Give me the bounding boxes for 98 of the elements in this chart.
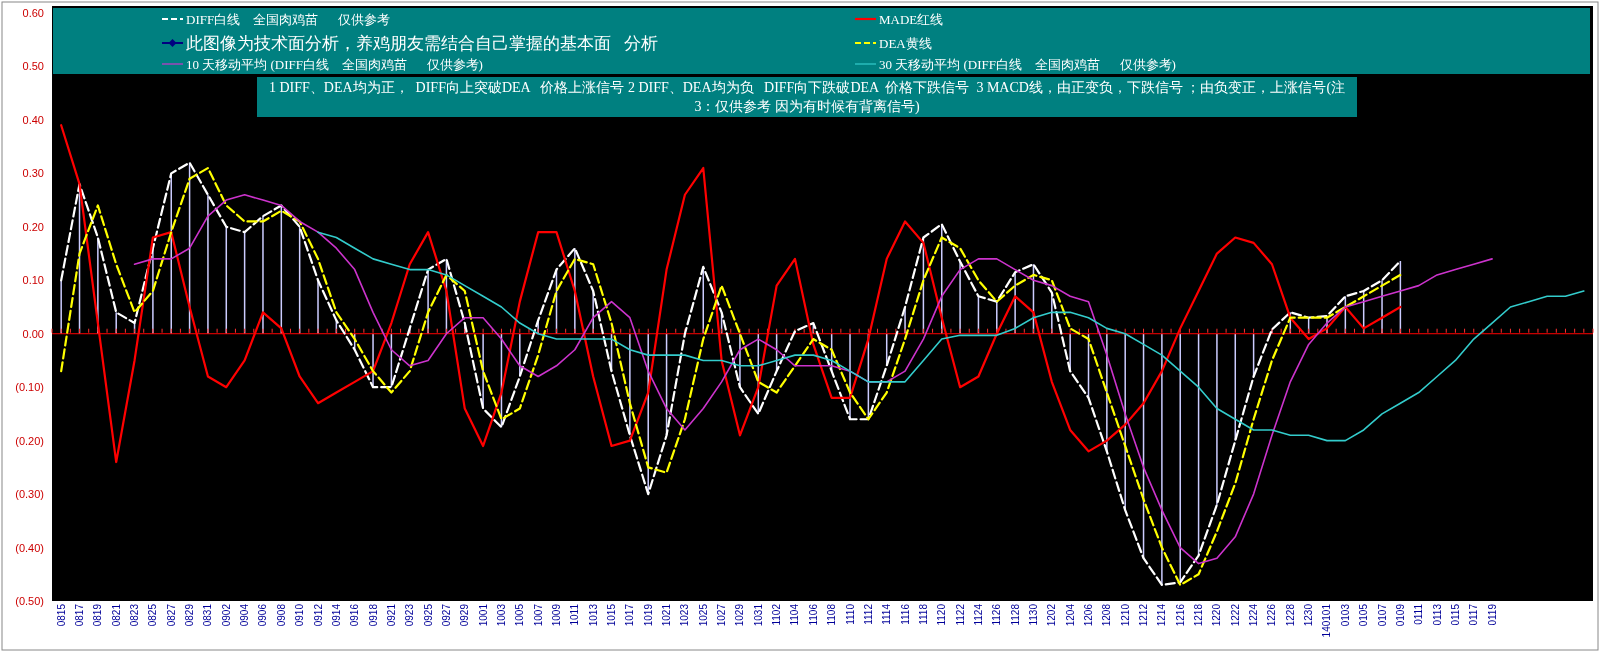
x-tick-label: 1023 — [679, 603, 691, 627]
legend-label: 30 天移动平均 (DIFF白线 全国肉鸡苗 仅供参考) — [879, 56, 1176, 72]
x-tick-label: 1224 — [1248, 603, 1260, 627]
x-tick-label: 1230 — [1303, 603, 1315, 627]
x-tick-label: 1126 — [991, 603, 1003, 626]
x-tick-label: 1228 — [1284, 603, 1296, 627]
x-tick-label: 1009 — [550, 603, 562, 627]
x-tick-label: 0103 — [1339, 603, 1351, 627]
y-tick-label: 0.50 — [22, 60, 44, 73]
x-tick-label: 1102 — [771, 603, 783, 626]
y-tick-label: (0.10) — [15, 381, 44, 394]
x-tick-label: 1104 — [789, 603, 801, 626]
x-tick-label: 0107 — [1376, 603, 1388, 627]
x-tick-label: 0929 — [459, 603, 471, 627]
x-tick-label: 1210 — [1119, 603, 1131, 627]
y-tick-label: (0.50) — [15, 595, 44, 607]
x-tick-label: 1108 — [826, 603, 838, 626]
y-tick-label: 0.30 — [22, 167, 44, 180]
x-tick-label: 0906 — [257, 603, 269, 627]
x-tick-label: 0815 — [55, 603, 67, 627]
x-tick-label: 1212 — [1138, 603, 1150, 627]
x-tick-label: 0831 — [202, 603, 214, 627]
x-tick-label: 0119 — [1486, 603, 1498, 626]
legend-label: DEA黄线 — [879, 35, 932, 51]
y-tick-label: (0.30) — [15, 488, 44, 501]
annotation: 1 DIFF、DEA均为正， DIFF向上突破DEA 价格上涨信号 2 DIFF、DEA均为负 DIFF向下跌破DEA 价格下跌信号 3 MACD线，由正变负，下跌信号 ；由负变正，上涨信号(注3：仅供参考 因为有时候有背离信号) — [257, 77, 1357, 117]
y-tick-label: (0.20) — [15, 434, 44, 447]
x-tick-label: 0927 — [440, 603, 452, 627]
x-tick-label: 1208 — [1101, 603, 1113, 627]
x-tick-label: 0115 — [1449, 603, 1461, 626]
x-tick-label: 0825 — [147, 603, 159, 627]
x-tick-label: 0821 — [110, 603, 122, 627]
x-tick-label: 1031 — [752, 603, 764, 627]
x-tick-label: 1106 — [807, 603, 819, 626]
y-tick-label: (0.40) — [15, 541, 44, 554]
x-tick-label: 1202 — [1046, 603, 1058, 627]
x-tick-label: 1011 — [569, 603, 581, 626]
x-tick-label: 1118 — [917, 603, 929, 625]
x-tick-label: 0908 — [275, 603, 287, 627]
x-tick-label: 1226 — [1266, 603, 1278, 627]
x-tick-label: 1021 — [661, 603, 673, 627]
x-tick-label: 1017 — [624, 603, 636, 627]
legend-label: MADE红线 — [879, 11, 944, 27]
annotation: 此图像为技术面分析，养鸡朋友需结合自己掌握的基本面 分析 — [186, 33, 658, 53]
x-tick-label: 1110 — [844, 603, 856, 625]
x-tick-label: 0829 — [184, 603, 196, 627]
x-tick-label: 0817 — [74, 603, 86, 627]
y-tick-label: 0.20 — [22, 220, 44, 233]
x-tick-label: 1122 — [954, 603, 966, 626]
legend-label: DIFF白线 全国肉鸡苗 仅供参考 — [186, 11, 390, 27]
x-tick-label: 1128 — [1009, 603, 1021, 626]
x-tick-label: 0105 — [1358, 603, 1370, 627]
x-tick-label: 0819 — [92, 603, 104, 627]
y-tick-label: 0.60 — [22, 7, 44, 19]
x-tick-label: 1007 — [532, 603, 544, 627]
x-tick-label: 0921 — [385, 603, 397, 627]
x-tick-label: 1120 — [936, 603, 948, 626]
y-tick-label: 0.10 — [22, 274, 44, 287]
x-tick-label: 0923 — [404, 603, 416, 627]
y-tick-label: 0.40 — [22, 113, 44, 126]
x-tick-label: 1218 — [1193, 603, 1205, 627]
x-tick-label: 1112 — [862, 603, 874, 625]
legend-label: 10 天移动平均 (DIFF白线 全国肉鸡苗 仅供参考) — [186, 56, 483, 72]
x-tick-label: 1114 — [881, 603, 893, 625]
x-tick-label: 1005 — [514, 603, 526, 627]
x-tick-label: 0117 — [1468, 603, 1480, 626]
x-tick-label: 1001 — [477, 603, 489, 627]
x-tick-label: 1003 — [495, 603, 507, 627]
x-tick-label: 0914 — [330, 603, 342, 627]
x-tick-label: 1019 — [642, 603, 654, 627]
x-tick-label: 1214 — [1156, 603, 1168, 627]
x-tick-label: 0902 — [220, 603, 232, 627]
x-tick-label: 1204 — [1064, 603, 1076, 627]
x-tick-label: 0925 — [422, 603, 434, 627]
x-tick-label: 0916 — [349, 603, 361, 627]
x-tick-label: 0904 — [239, 603, 251, 627]
x-tick-label: 0918 — [367, 603, 379, 627]
x-tick-label: 1025 — [697, 603, 709, 627]
x-tick-label: 0912 — [312, 603, 324, 627]
x-tick-label: 0910 — [294, 603, 306, 627]
x-tick-label: 1220 — [1211, 603, 1223, 627]
x-tick-label: 0109 — [1394, 603, 1406, 627]
x-tick-label: 1222 — [1229, 603, 1241, 627]
y-tick-label: 0.00 — [22, 327, 44, 340]
x-tick-label: 1216 — [1174, 603, 1186, 627]
x-tick-label: 0113 — [1431, 603, 1443, 626]
x-tick-label: 1015 — [606, 603, 618, 627]
x-tick-label: 1130 — [1027, 603, 1039, 626]
x-tick-label: 1027 — [716, 603, 728, 627]
x-tick-label: 0111 — [1413, 603, 1425, 625]
x-tick-label: 1029 — [734, 603, 746, 627]
x-tick-label: 1013 — [587, 603, 599, 627]
x-tick-label: 0823 — [129, 603, 141, 627]
x-tick-label: 0827 — [165, 603, 177, 627]
x-tick-label: 1206 — [1083, 603, 1095, 627]
x-tick-label: 1116 — [899, 603, 911, 625]
x-tick-label: 1124 — [972, 603, 984, 626]
x-tick-label: 140101 — [1321, 603, 1333, 638]
